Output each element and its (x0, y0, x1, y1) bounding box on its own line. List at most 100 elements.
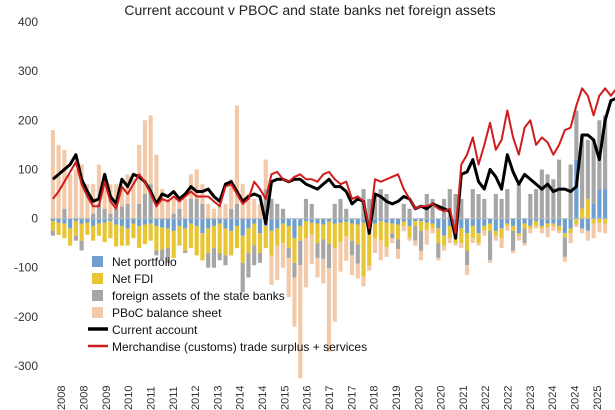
bar (165, 218, 170, 229)
bar (511, 218, 516, 226)
bar (280, 208, 286, 219)
bar (557, 230, 562, 234)
bar (246, 194, 251, 219)
bar (568, 228, 573, 234)
x-tick-label: 2020 (413, 386, 425, 410)
bar (407, 238, 412, 241)
bar (378, 240, 383, 261)
y-tick-label: 300 (18, 64, 38, 78)
bar (91, 213, 96, 219)
bar (165, 228, 170, 249)
bar (50, 230, 55, 236)
bar (482, 218, 487, 226)
x-tick-label: 2008 (79, 386, 91, 410)
bar (119, 186, 124, 207)
bar (539, 228, 544, 234)
bar (597, 218, 602, 223)
bar (447, 218, 452, 226)
bar (349, 240, 355, 256)
bar (349, 218, 355, 224)
bar (603, 189, 608, 219)
bar (321, 239, 326, 259)
bar (344, 218, 349, 222)
bar (585, 139, 590, 199)
bar (217, 252, 222, 261)
bar (240, 262, 245, 293)
bar (562, 233, 567, 238)
bar (165, 248, 170, 263)
legend-swatch (92, 307, 103, 318)
bar (303, 198, 309, 219)
bar (211, 225, 217, 249)
bar (585, 230, 590, 241)
bar (372, 218, 378, 224)
bar (56, 144, 61, 219)
bar (326, 218, 332, 222)
bar (441, 218, 447, 236)
bar (390, 218, 395, 224)
bar (597, 189, 602, 219)
bar (298, 225, 303, 241)
bar (194, 198, 199, 219)
bar (68, 228, 73, 246)
bar (177, 225, 182, 246)
bar (171, 230, 176, 258)
bar (200, 218, 205, 234)
bar (131, 223, 136, 239)
bar (470, 218, 475, 226)
bar (194, 169, 199, 199)
bar (557, 225, 562, 231)
bar (91, 225, 96, 241)
bar (154, 225, 159, 251)
bar (246, 218, 251, 229)
bar (338, 222, 343, 243)
bar (407, 225, 412, 239)
bar (344, 236, 349, 261)
bar (269, 230, 274, 256)
bar (217, 218, 222, 224)
bar (108, 218, 113, 222)
bar (217, 223, 222, 253)
bar (574, 224, 579, 227)
legend-label: PBoC balance sheet (112, 306, 222, 320)
bar (453, 218, 458, 224)
bar (292, 218, 297, 239)
bar (384, 247, 389, 257)
bar (436, 228, 441, 244)
bar (580, 208, 585, 219)
x-tick-label: 2010 (123, 386, 135, 410)
bar (591, 203, 596, 219)
bar (303, 218, 309, 222)
legend-label: foreign assets of the state banks (112, 289, 285, 303)
bar (85, 222, 90, 235)
bar (303, 238, 309, 288)
bar (148, 115, 153, 185)
bar (516, 235, 521, 241)
bar (384, 222, 389, 248)
bar (114, 208, 119, 219)
bar (545, 174, 550, 219)
bar (148, 218, 153, 224)
bar (79, 223, 84, 241)
bar (252, 218, 257, 224)
bar (286, 257, 291, 298)
y-tick-label: 400 (18, 15, 38, 29)
bar (413, 240, 418, 246)
bar (200, 203, 205, 219)
bar (125, 218, 130, 229)
bar (137, 218, 142, 226)
x-tick-label: 2013 (212, 386, 224, 410)
bar (591, 139, 596, 204)
bar (372, 223, 378, 239)
y-tick-label: -300 (14, 359, 38, 373)
bar (321, 258, 326, 284)
bar (85, 218, 90, 223)
bar (56, 222, 61, 235)
bar (464, 265, 470, 276)
bar (436, 243, 441, 258)
x-tick-label: 2023 (525, 386, 537, 410)
x-tick-label: 2020 (436, 386, 448, 410)
bar (424, 222, 429, 230)
bar (119, 206, 124, 219)
x-tick-label: 2024 (570, 386, 582, 410)
